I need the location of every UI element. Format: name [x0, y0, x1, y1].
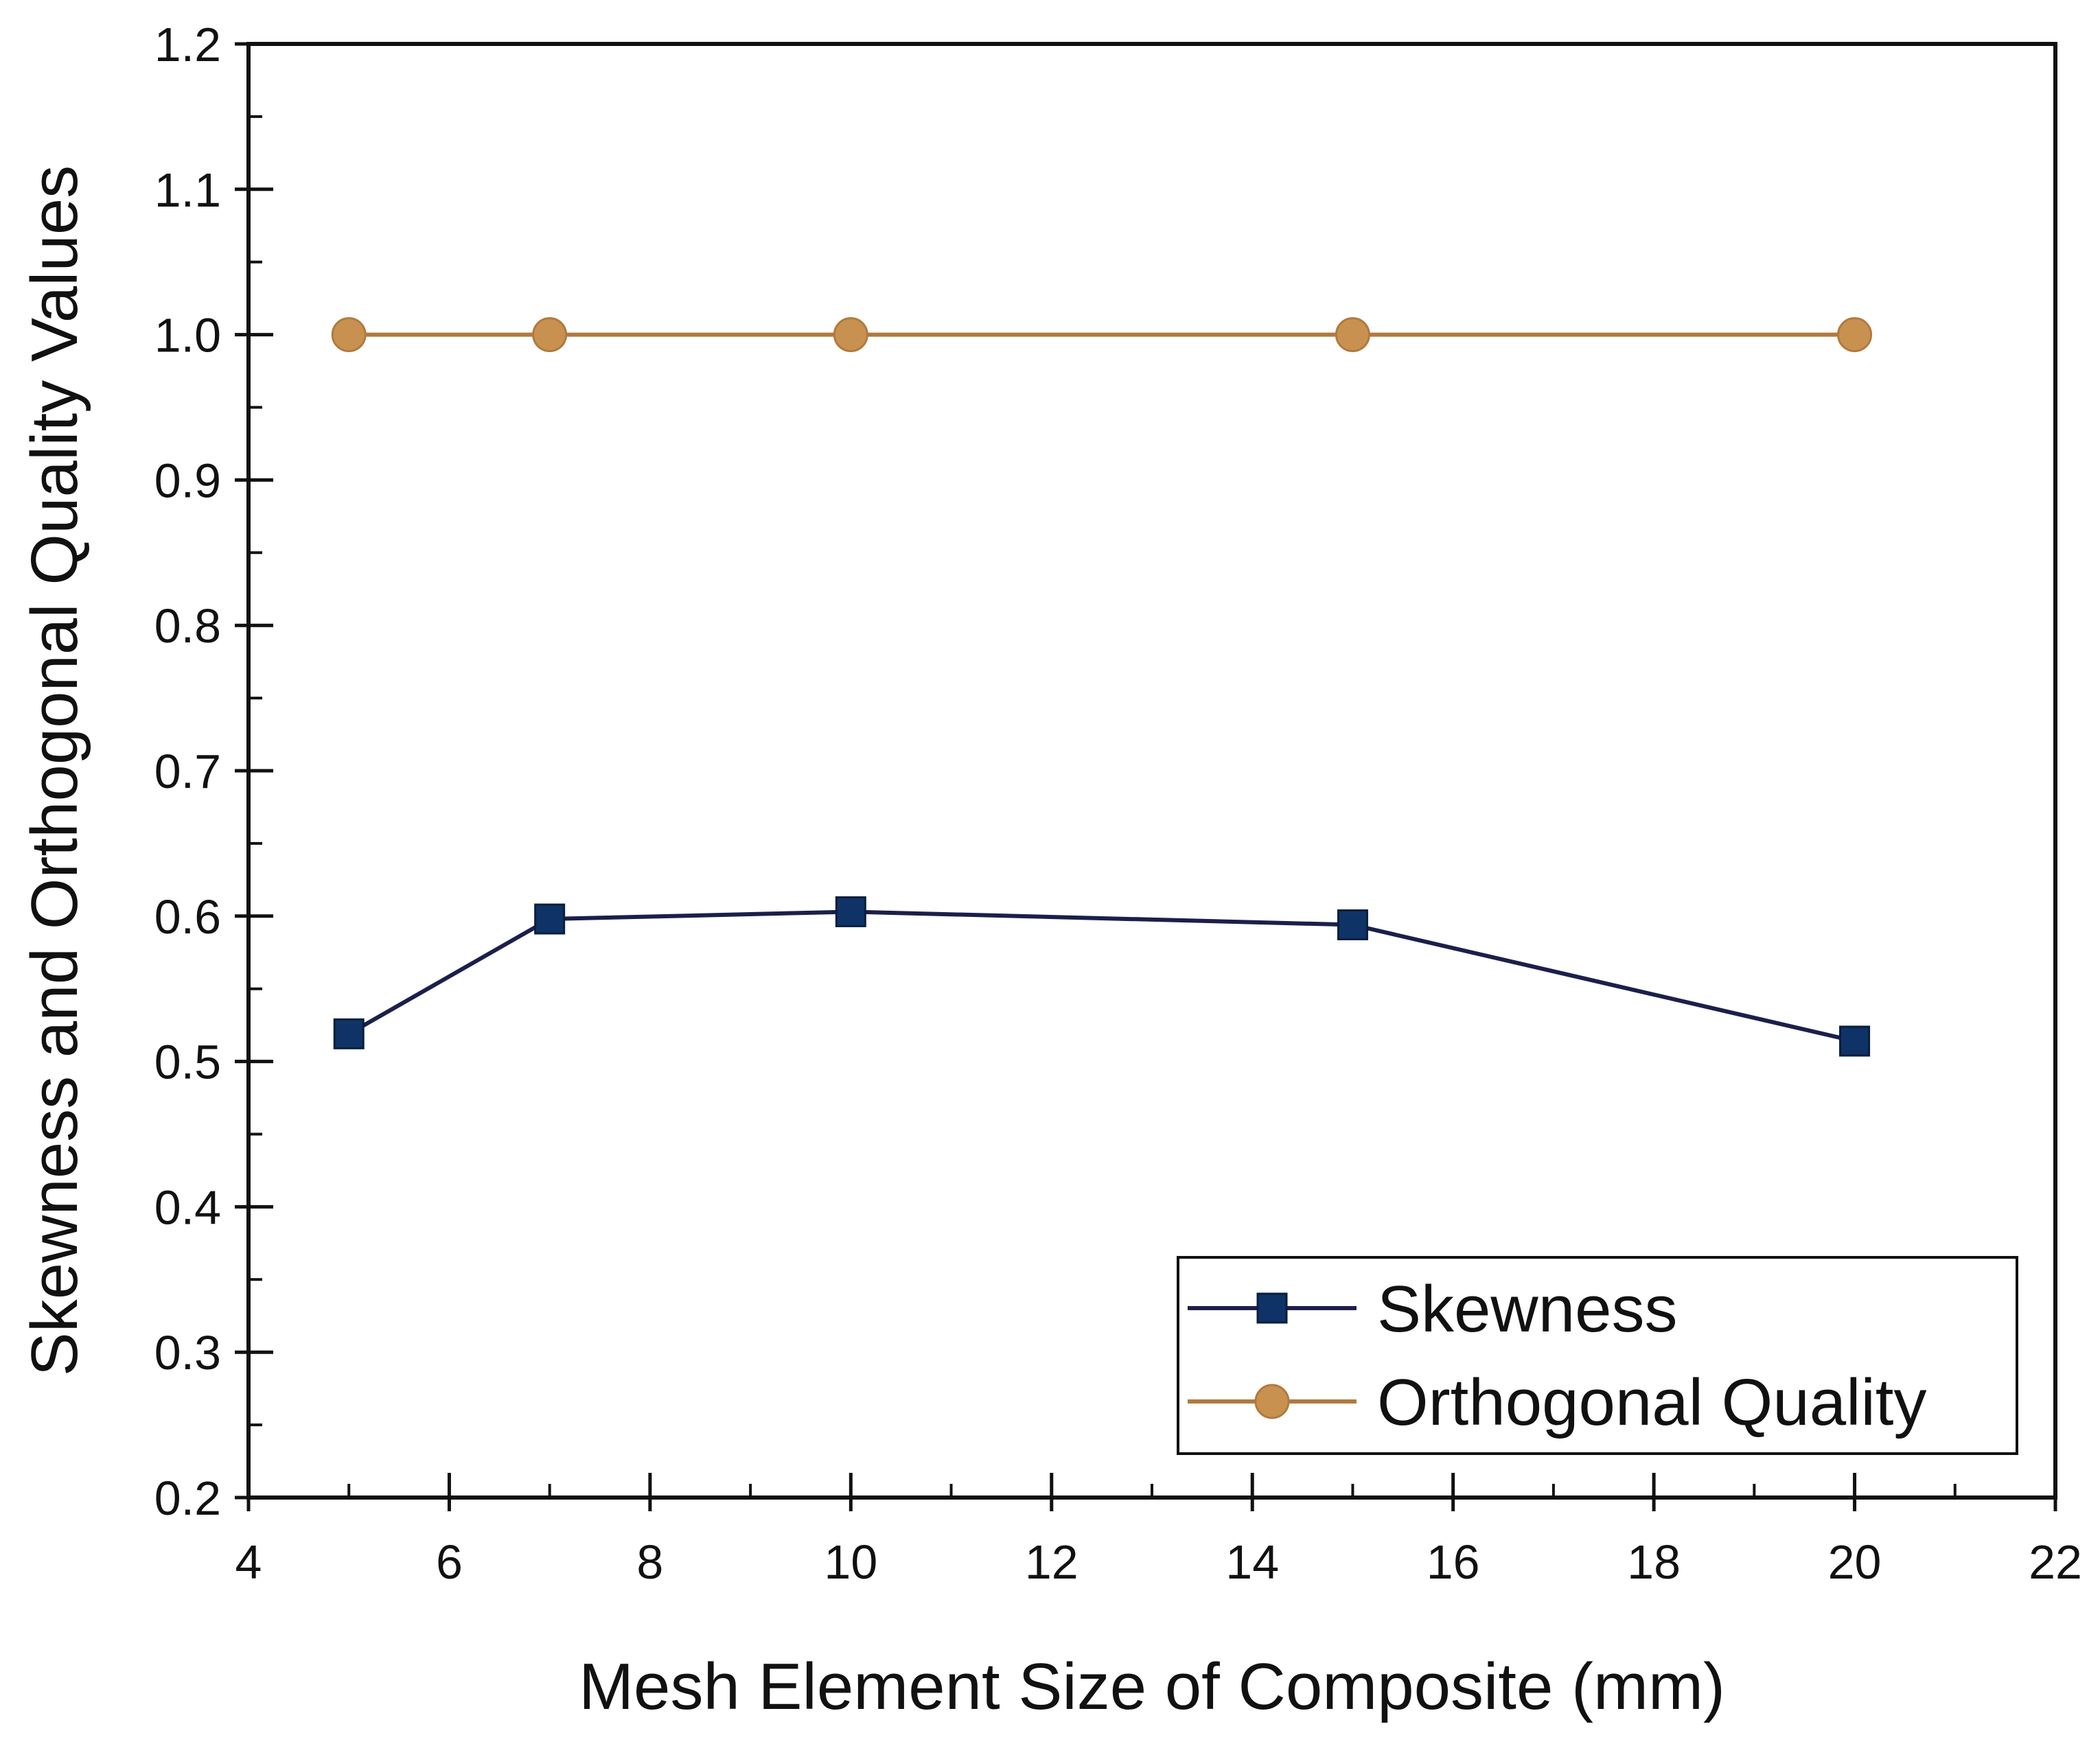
- data-point-skewness: [333, 1018, 365, 1049]
- y-tick-label: 0.7: [154, 745, 221, 798]
- x-tick-label: 22: [2029, 1535, 2082, 1589]
- legend-marker-orthogonal-quality: [1254, 1384, 1290, 1419]
- data-point-skewness: [835, 896, 866, 927]
- y-tick-label: 0.6: [154, 890, 221, 944]
- data-point-orthogonal-quality: [331, 317, 367, 353]
- data-point-skewness: [1839, 1025, 1871, 1057]
- data-point-orthogonal-quality: [833, 317, 868, 353]
- y-tick-label: 1.2: [154, 18, 221, 71]
- data-point-orthogonal-quality: [1335, 317, 1370, 353]
- y-tick-label: 0.2: [154, 1471, 221, 1525]
- legend-label-skewness: Skewness: [1377, 1272, 1678, 1346]
- y-tick-label: 0.4: [154, 1180, 221, 1234]
- y-tick-label: 0.9: [154, 454, 221, 507]
- x-tick-label: 20: [1828, 1535, 1882, 1589]
- data-point-orthogonal-quality: [1837, 317, 1873, 353]
- x-tick-label: 18: [1627, 1535, 1681, 1589]
- series-layer: [331, 317, 1873, 1057]
- x-tick-label: 16: [1427, 1535, 1480, 1589]
- series-line-skewness: [347, 909, 1856, 1043]
- x-tick-label: 12: [1025, 1535, 1078, 1589]
- legend: Skewness Orthogonal Quality: [1177, 1256, 2018, 1455]
- y-tick-label: 0.8: [154, 599, 221, 653]
- y-tick-label: 1.0: [154, 309, 221, 362]
- x-tick-label: 10: [824, 1535, 877, 1589]
- x-tick-label: 8: [636, 1535, 663, 1589]
- y-axis-title: Skewness and Orthogonal Quality Values: [18, 165, 91, 1377]
- y-axis: 0.2 0.3 0.4 0.5 0.6 0.7 0.8 0.9 1.0 1.1 1.2: [154, 18, 273, 1525]
- legend-box: [1177, 1256, 2018, 1455]
- legend-marker-skewness: [1256, 1292, 1288, 1324]
- data-point-skewness: [1337, 909, 1368, 941]
- legend-label-orthogonal-quality: Orthogonal Quality: [1377, 1366, 1926, 1439]
- x-axis: 4 6 8 10 12 14 16 18 20 22: [235, 1473, 2082, 1589]
- x-tick-label: 4: [235, 1535, 262, 1589]
- y-tick-label: 0.3: [154, 1326, 221, 1380]
- x-axis-title: Mesh Element Size of Composite (mm): [579, 1650, 1725, 1723]
- y-tick-label: 1.1: [154, 163, 221, 217]
- x-tick-label: 14: [1225, 1535, 1279, 1589]
- data-point-orthogonal-quality: [532, 317, 568, 353]
- data-point-skewness: [534, 903, 566, 935]
- y-tick-label: 0.5: [154, 1036, 221, 1089]
- x-tick-label: 6: [436, 1535, 463, 1589]
